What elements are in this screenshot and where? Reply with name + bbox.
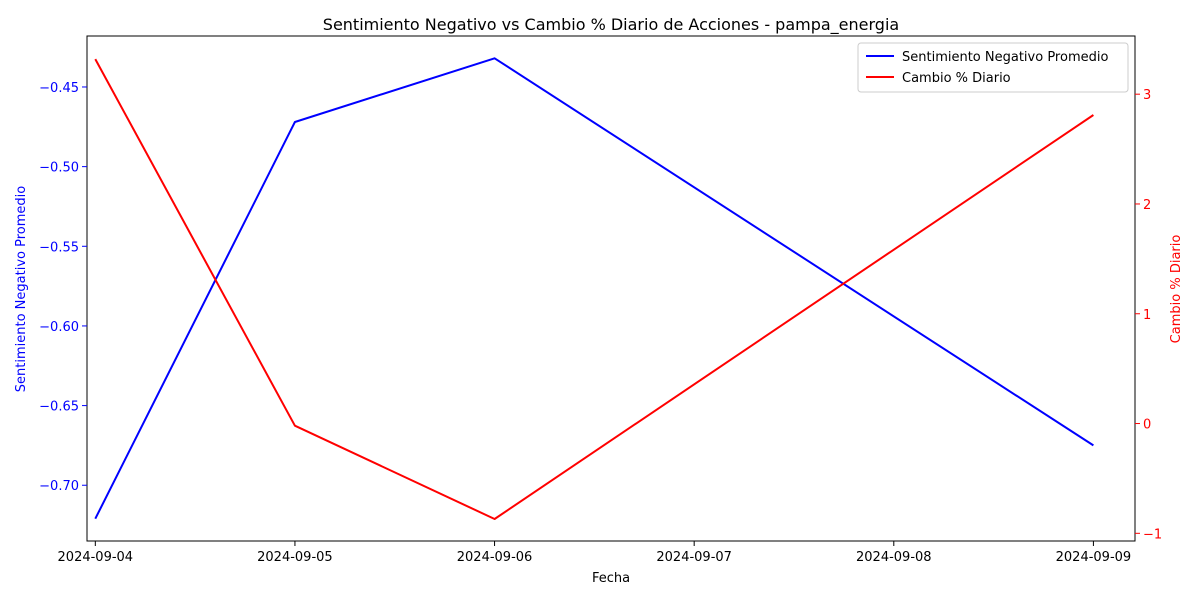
right-y-tick-label: 1 [1143,308,1151,323]
right-y-tick-label: −1 [1143,527,1162,542]
x-tick-label: 2024-09-08 [856,550,932,565]
right-y-axis-label: Cambio % Diario [1169,235,1184,344]
right-y-axis-ticks: −1 0 1 2 3 [1135,88,1162,542]
right-y-tick-label: 3 [1143,88,1151,103]
x-axis-ticks: 2024-09-04 2024-09-05 2024-09-06 2024-09-07… [58,541,1132,565]
chart-title: Sentimiento Negativo vs Cambio % Diario … [323,15,899,35]
series-line-sentimiento [94,57,1094,520]
left-y-tick-label: −0.60 [39,320,79,335]
left-y-axis-label: Sentimiento Negativo Promedio [14,186,29,392]
x-tick-label: 2024-09-07 [656,550,732,565]
right-y-tick-label: 2 [1143,198,1151,213]
x-tick-label: 2024-09-09 [1056,550,1132,565]
legend-label-cambio: Cambio % Diario [902,71,1011,86]
x-axis-label: Fecha [592,571,630,586]
legend-box [857,42,1129,93]
left-y-tick-label: −0.55 [39,240,79,255]
left-y-tick-label: −0.45 [39,81,79,96]
left-y-tick-label: −0.65 [39,400,79,415]
series-line-cambio [94,58,1094,520]
left-y-tick-label: −0.50 [39,161,79,176]
left-y-axis-ticks: −0.70 −0.65 −0.60 −0.55 −0.50 −0.45 [39,81,87,494]
left-y-tick-label: −0.70 [39,479,79,494]
x-tick-label: 2024-09-06 [457,550,533,565]
x-tick-label: 2024-09-05 [257,550,333,565]
legend: Sentimiento Negativo Promedio Cambio % D… [857,42,1129,93]
x-tick-label: 2024-09-04 [58,550,134,565]
plot-frame [86,35,1136,542]
series-layer [94,57,1094,520]
right-y-tick-label: 0 [1143,418,1151,433]
legend-label-sentimiento: Sentimiento Negativo Promedio [902,50,1108,65]
